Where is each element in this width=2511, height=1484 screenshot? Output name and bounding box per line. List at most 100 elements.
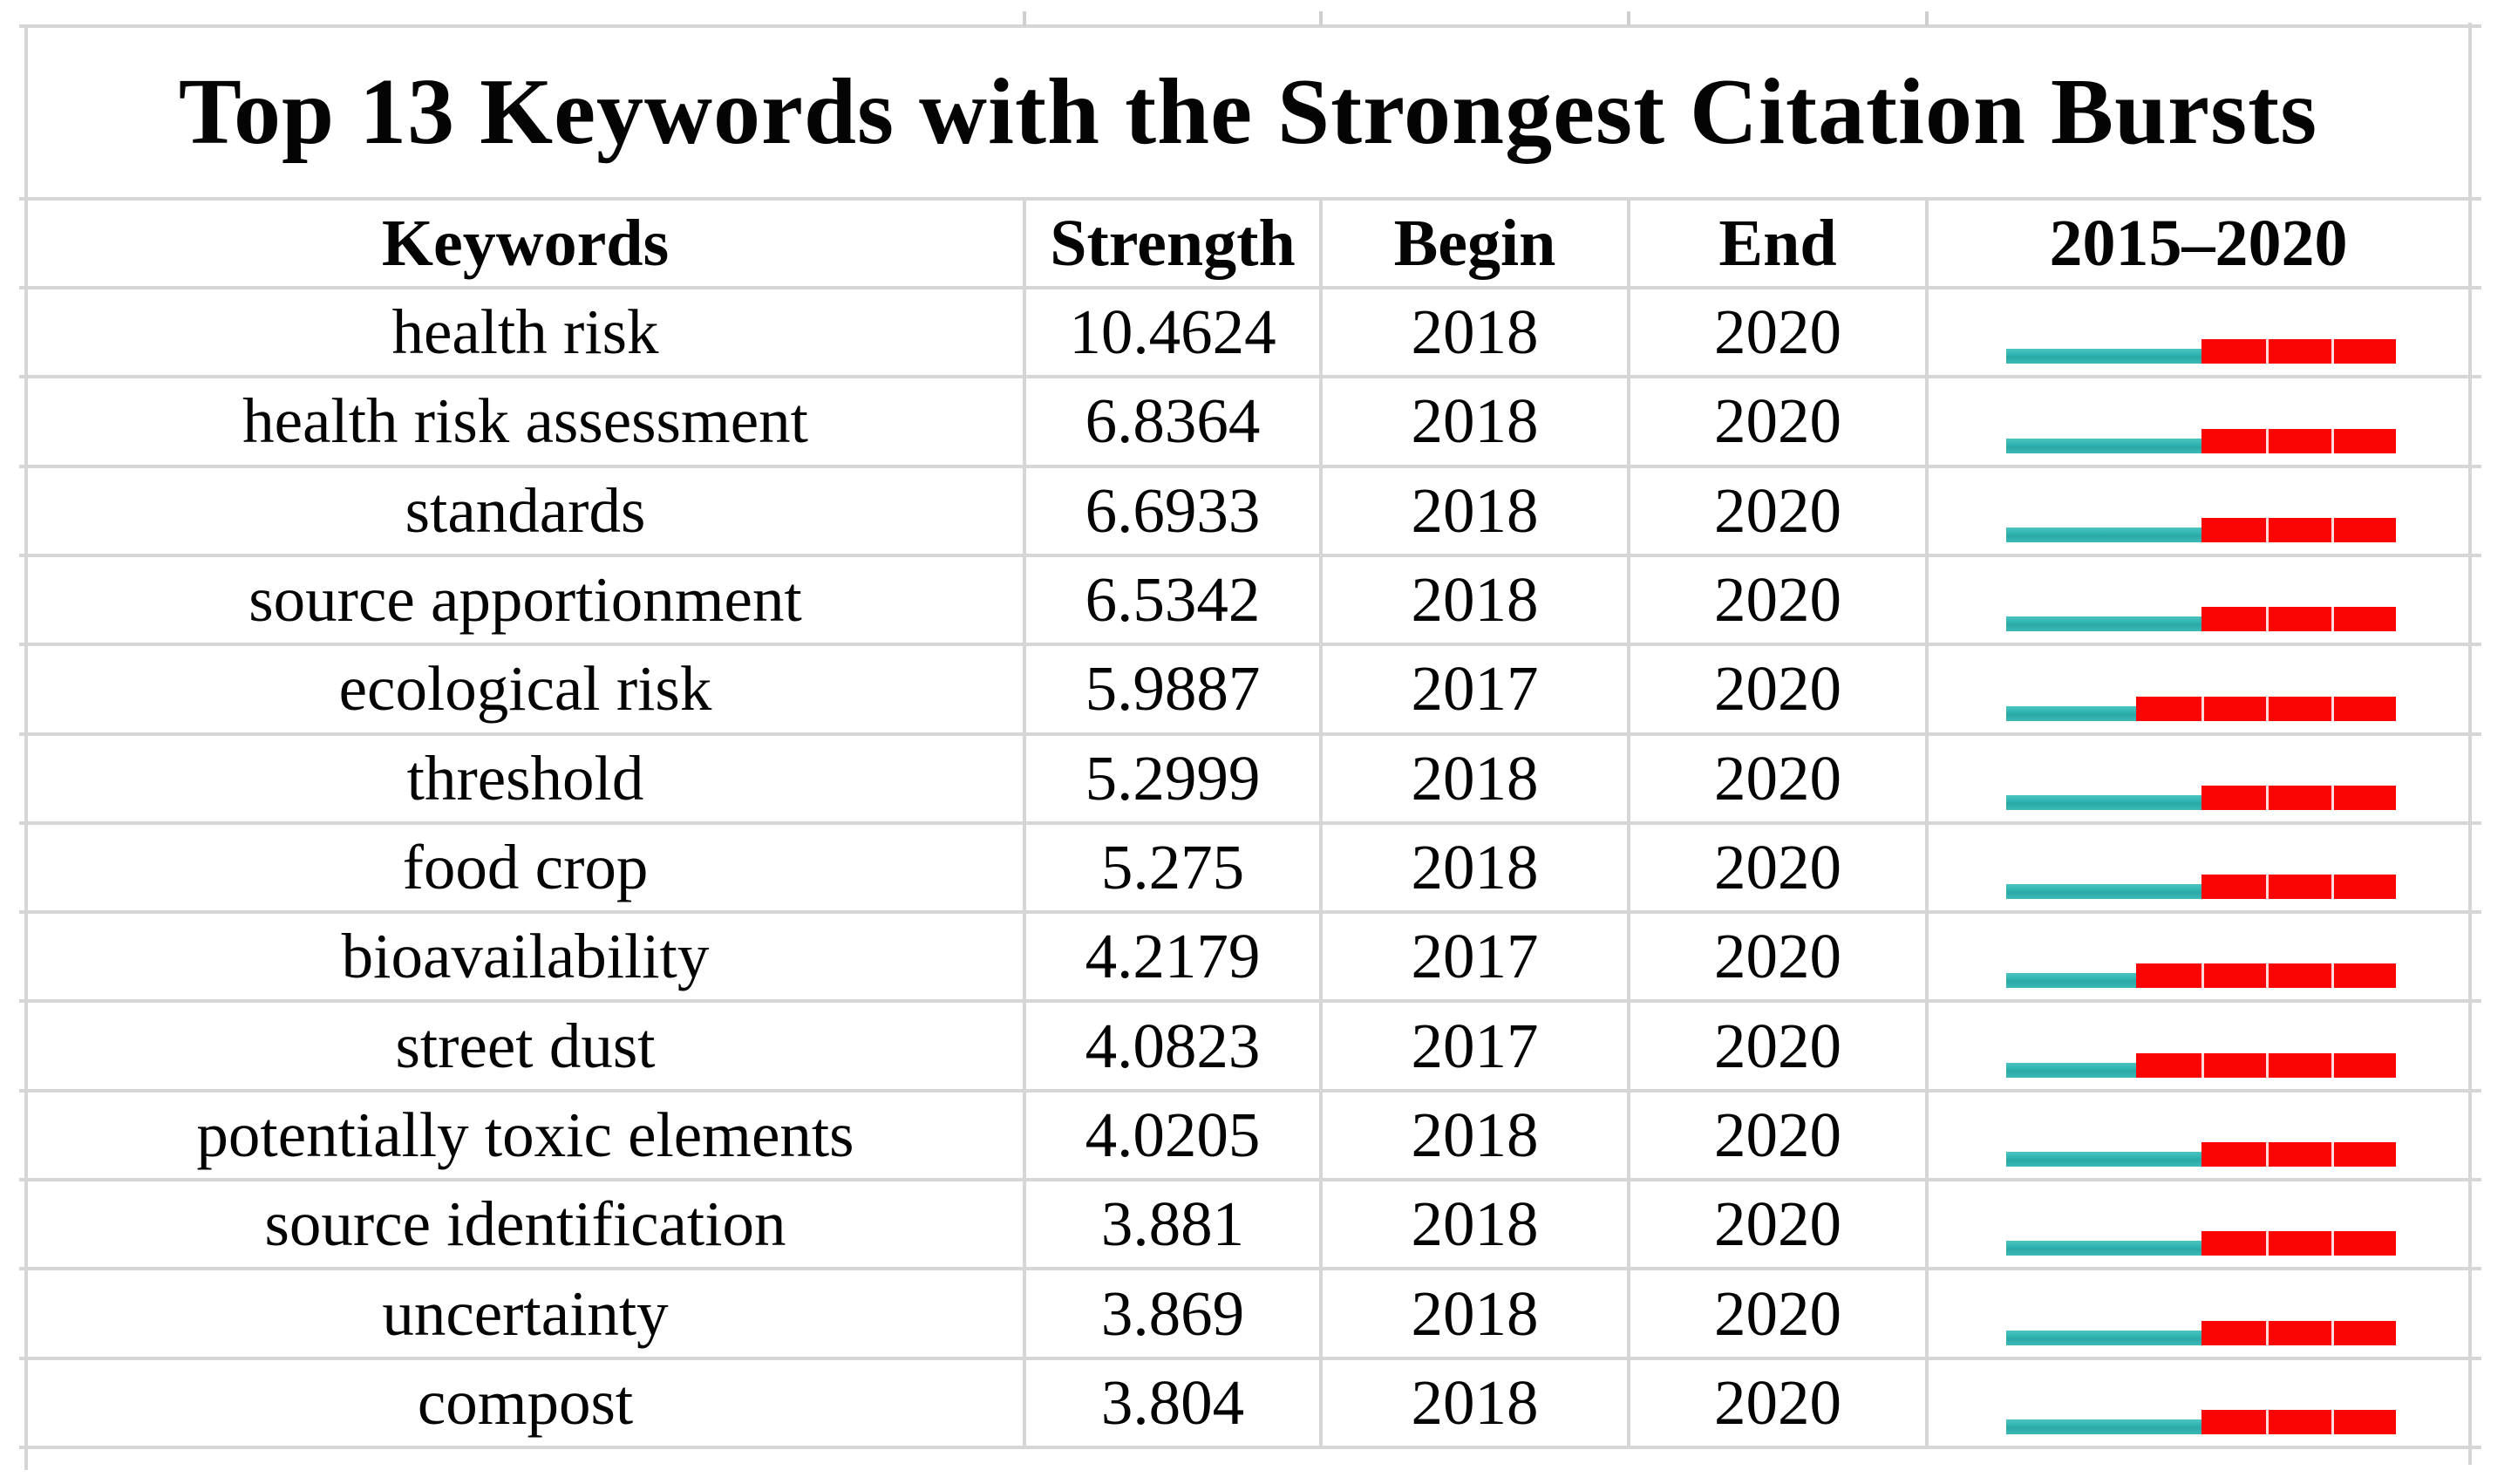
burst-year-segment: [2201, 1410, 2266, 1434]
pre-burst-year-segment: [2006, 973, 2072, 989]
pre-burst-year-segment: [2136, 1419, 2201, 1434]
keyword-cell: street dust: [395, 1010, 656, 1081]
pre-burst-year-segment: [2071, 438, 2136, 453]
end-year-cell: 2020: [1714, 921, 1841, 992]
pre-burst-year-segment: [2006, 438, 2072, 453]
horizontal-gridline: [19, 643, 2481, 647]
strength-cell: 6.5342: [1085, 564, 1261, 636]
pre-burst-year-segment: [2136, 1241, 2201, 1256]
pre-burst-year-segment: [2071, 705, 2136, 721]
burst-year-segment: [2266, 1052, 2331, 1078]
burst-year-segment: [2201, 1142, 2266, 1167]
pre-burst-year-segment: [2071, 1152, 2136, 1167]
burst-bar: [2006, 428, 2396, 453]
keyword-cell: bioavailability: [341, 921, 710, 992]
burst-year-segment: [2331, 1320, 2396, 1345]
horizontal-gridline: [19, 464, 2481, 468]
page-title: Top 13 Keywords with the Strongest Citat…: [178, 60, 2318, 164]
pre-burst-year-segment: [2006, 794, 2072, 810]
grid-tick: [1023, 11, 1026, 26]
burst-year-segment: [2266, 1142, 2331, 1167]
pre-burst-year-segment: [2071, 1241, 2136, 1256]
pre-burst-year-segment: [2136, 527, 2201, 542]
keyword-cell: source identification: [264, 1188, 786, 1260]
pre-burst-year-segment: [2071, 616, 2136, 632]
strength-cell: 5.9887: [1085, 653, 1261, 725]
burst-year-segment: [2331, 963, 2396, 989]
pre-burst-year-segment: [2006, 616, 2072, 632]
burst-bar: [2006, 875, 2396, 900]
burst-year-segment: [2136, 696, 2201, 721]
pre-burst-year-segment: [2006, 884, 2072, 900]
end-year-cell: 2020: [1714, 564, 1841, 636]
pre-burst-year-segment: [2006, 1062, 2072, 1078]
begin-year-cell: 2018: [1411, 1099, 1539, 1170]
pre-burst-year-segment: [2136, 1152, 2201, 1167]
burst-year-segment: [2266, 517, 2331, 542]
end-year-cell: 2020: [1714, 296, 1841, 368]
keyword-cell: ecological risk: [338, 653, 712, 725]
keyword-cell: source apportionment: [248, 564, 802, 636]
keyword-cell: food crop: [402, 831, 649, 902]
burst-bar: [2006, 696, 2396, 721]
pre-burst-year-segment: [2006, 1241, 2072, 1256]
strength-cell: 5.275: [1100, 831, 1245, 902]
keyword-cell: compost: [417, 1366, 634, 1438]
end-year-cell: 2020: [1714, 1188, 1841, 1260]
strength-cell: 3.881: [1100, 1188, 1245, 1260]
begin-year-cell: 2017: [1411, 1010, 1539, 1081]
pre-burst-year-segment: [2136, 349, 2201, 364]
horizontal-gridline: [19, 24, 2481, 28]
burst-year-segment: [2331, 607, 2396, 632]
pre-burst-year-segment: [2071, 1062, 2136, 1078]
begin-year-cell: 2017: [1411, 653, 1539, 725]
pre-burst-year-segment: [2006, 527, 2072, 542]
burst-year-segment: [2201, 696, 2266, 721]
burst-bar: [2006, 1052, 2396, 1078]
burst-year-segment: [2266, 963, 2331, 989]
burst-year-segment: [2266, 1410, 2331, 1434]
vertical-gridline: [1925, 199, 1929, 1447]
burst-year-segment: [2266, 696, 2331, 721]
end-year-cell: 2020: [1714, 385, 1841, 457]
pre-burst-year-segment: [2006, 1419, 2072, 1434]
pre-burst-year-segment: [2071, 973, 2136, 989]
end-year-cell: 2020: [1714, 1277, 1841, 1349]
horizontal-gridline: [19, 197, 2481, 201]
grid-tick: [1319, 11, 1323, 26]
begin-year-cell: 2018: [1411, 564, 1539, 636]
horizontal-gridline: [19, 1178, 2481, 1182]
burst-year-segment: [2331, 875, 2396, 900]
burst-bar: [2006, 1142, 2396, 1167]
pre-burst-year-segment: [2136, 884, 2201, 900]
pre-burst-year-segment: [2136, 616, 2201, 632]
burst-bar: [2006, 339, 2396, 364]
burst-year-segment: [2266, 1320, 2331, 1345]
strength-cell: 4.0823: [1085, 1010, 1261, 1081]
column-header-strength: Strength: [1050, 206, 1296, 280]
end-year-cell: 2020: [1714, 1366, 1841, 1438]
burst-year-segment: [2201, 1052, 2266, 1078]
strength-cell: 6.6933: [1085, 474, 1261, 546]
burst-year-segment: [2331, 696, 2396, 721]
burst-year-segment: [2201, 339, 2266, 364]
burst-bar: [2006, 1320, 2396, 1345]
keyword-cell: potentially toxic elements: [196, 1099, 854, 1170]
burst-year-segment: [2331, 517, 2396, 542]
pre-burst-year-segment: [2006, 349, 2072, 364]
begin-year-cell: 2017: [1411, 921, 1539, 992]
horizontal-gridline: [19, 1088, 2481, 1093]
table-right-border: [2468, 23, 2472, 1465]
keyword-cell: uncertainty: [382, 1277, 669, 1349]
burst-year-segment: [2266, 1231, 2331, 1256]
keyword-cell: health risk: [391, 296, 659, 368]
burst-year-segment: [2201, 517, 2266, 542]
table-left-border: [24, 26, 28, 1470]
burst-year-segment: [2266, 428, 2331, 453]
burst-year-segment: [2266, 785, 2331, 810]
strength-cell: 10.4624: [1069, 296, 1276, 368]
burst-year-segment: [2331, 1410, 2396, 1434]
pre-burst-year-segment: [2071, 1419, 2136, 1434]
strength-cell: 4.2179: [1085, 921, 1261, 992]
grid-tick: [1925, 11, 1929, 26]
